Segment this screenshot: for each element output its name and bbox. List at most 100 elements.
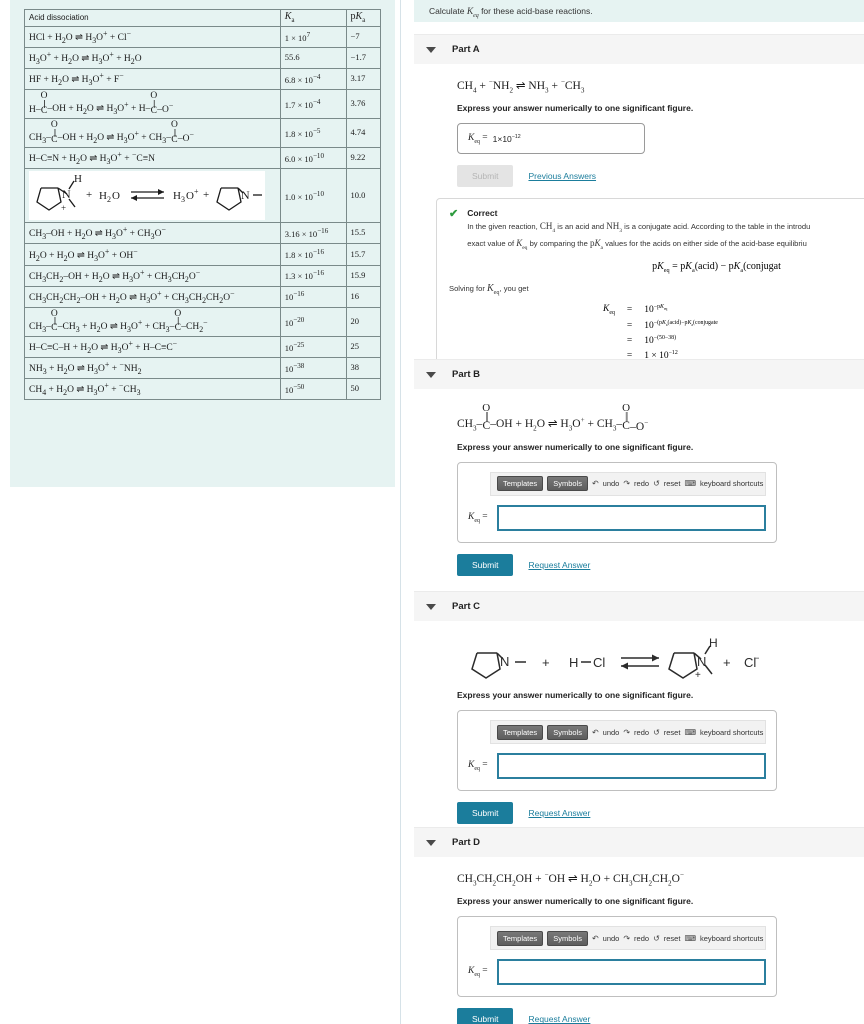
part-a-submit-button[interactable]: Submit [457,165,514,188]
redo-icon[interactable]: ↷ [623,479,631,488]
part-c-request-answer-link[interactable]: Request Answer [528,808,591,818]
part-d-answer-input[interactable] [496,959,766,986]
part-a-keq-label: Keq = [468,132,488,145]
templates-button[interactable]: Templates [497,476,544,491]
reset-icon[interactable]: ↺ [653,727,660,737]
part-b-body: CH3– O || C –OH + H2O ⇌ H3O+ + CH3– O || C –… [414,389,864,576]
reset-label[interactable]: reset [663,933,681,943]
cell-pka: 10.0 [345,168,382,224]
part-b-submit-button[interactable]: Submit [457,553,514,576]
derivation-equals: = [626,350,633,361]
keyboard-shortcuts-label[interactable]: keyboard shortcuts [700,479,764,488]
redo-label[interactable]: redo [634,479,650,488]
cell-ka: 10−25 [279,335,347,358]
structure-svg: N H + + H 2 O [36,173,262,213]
part-c-answer-input[interactable] [496,753,766,779]
cell-ka: 1.8 × 10−5 [279,118,347,149]
part-c-body: N + H Cl [414,621,864,824]
keyboard-shortcuts-label[interactable]: keyboard shortcuts [700,727,764,737]
cell-reaction: H– O || C –OH + H2O ⇌ H3O+ + H– O || C –O− [24,89,281,120]
feedback-header: ✔ Correct In the given reaction, CH4 is … [449,208,864,252]
redo-icon[interactable]: ↷ [623,727,631,737]
cell-reaction: H–C≡C–H + H2O ⇌ H3O+ + H–C≡C− [24,335,281,358]
chevron-down-icon[interactable] [426,371,436,378]
cell-reaction: HF + H2O ⇌ H3O+ + F− [24,68,281,91]
undo-label[interactable]: undo [602,933,620,943]
part-d-header[interactable]: Part D [414,827,864,857]
cell-reaction: HCl + H2O ⇌ H3O+ + Cl− [24,25,281,48]
feedback-text-1: In the given reaction, [467,222,540,232]
keyboard-icon[interactable]: ⌨ [684,933,696,943]
reset-label[interactable]: reset [663,479,681,488]
derivation-equals: = [626,304,633,315]
reset-icon[interactable]: ↺ [653,479,660,488]
part-d-submit-button[interactable]: Submit [457,1008,514,1024]
svg-text:+: + [542,655,550,670]
panel-divider [400,0,401,1024]
svg-text:H: H [99,190,107,202]
part-d-label: Part D [452,837,480,848]
part-d-math-widget[interactable]: Templates Symbols ↶ undo ↷ redo ↺ reset … [457,916,777,998]
undo-icon[interactable]: ↶ [591,933,599,943]
chevron-down-icon[interactable] [426,603,436,610]
feedback-derivation: Keq = 10−pKeq = 10−(pKa(acid)−pKa(conjug… [449,302,864,363]
redo-icon[interactable]: ↷ [623,933,631,943]
part-a-instruction: Express your answer numerically to one s… [457,103,694,114]
part-c-keq-label: Keq = [468,760,488,772]
part-b-answer-input[interactable] [496,504,766,531]
svg-text:+: + [695,670,701,681]
part-a-previous-answers-link[interactable]: Previous Answers [528,171,597,182]
redo-label[interactable]: redo [634,933,650,943]
undo-icon[interactable]: ↶ [591,479,599,488]
table-row: CH4 + H2O ⇌ H3O+ + −CH3 10−50 50 [24,378,382,401]
solving-text-b: , you get [499,284,529,294]
part-b-header[interactable]: Part B [414,359,864,389]
part-a-header[interactable]: Part A [414,34,864,64]
keyboard-icon[interactable]: ⌨ [684,479,696,488]
keyboard-icon[interactable]: ⌨ [684,727,696,737]
table-row: NH3 + H2O ⇌ H3O+ + −NH2 10−38 38 [24,356,382,380]
cell-pka: 4.74 [345,118,382,149]
part-b-request-answer-link[interactable]: Request Answer [528,559,591,570]
part-c-math-widget[interactable]: Templates Symbols ↶ undo ↷ redo ↺ reset … [457,710,777,791]
symbols-button[interactable]: Symbols [547,476,588,491]
table-row: CH3CH2–OH + H2O ⇌ H3O+ + CH3CH2O− 1.3 × … [24,264,382,287]
part-c-submit-button[interactable]: Submit [457,802,514,824]
part-d-request-answer-link[interactable]: Request Answer [528,1014,591,1024]
derivation-row: Keq = 10−pKeq [599,302,722,318]
part-b-keq-label: Keq = [468,511,488,524]
cell-ka: 1 × 107 [279,25,347,48]
intro-text-before: Calculate [429,6,467,16]
intro-banner: Calculate Keq for these acid-base reacti… [414,0,864,22]
part-c-label: Part C [452,601,480,612]
symbols-button[interactable]: Symbols [547,724,588,740]
part-c-instruction: Express your answer numerically to one s… [457,690,694,700]
reset-label[interactable]: reset [663,727,681,737]
symbols-button[interactable]: Symbols [547,930,588,946]
part-d-keq-label: Keq = [468,966,488,979]
chevron-down-icon[interactable] [426,46,436,53]
feedback-text-6: values for the acids on either side of t… [602,239,807,249]
part-c-header[interactable]: Part C [414,591,864,621]
chevron-down-icon[interactable] [426,839,436,846]
cell-reaction: CH3CH2–OH + H2O ⇌ H3O+ + CH3CH2O− [24,264,281,287]
part-b-math-toolbar: Templates Symbols ↶ undo ↷ redo ↺ reset … [490,471,766,496]
keyboard-shortcuts-label[interactable]: keyboard shortcuts [700,933,764,943]
undo-icon[interactable]: ↶ [591,727,599,737]
part-a-answer-field[interactable]: Keq = 1×10−12 [457,123,645,155]
derivation-rhs: 10−(pKa(acid)−pKa(conjugate [644,319,718,332]
templates-button[interactable]: Templates [497,930,544,946]
redo-label[interactable]: redo [634,727,650,737]
part-c-structure-svg: N + H Cl [471,636,760,681]
templates-button[interactable]: Templates [497,724,544,740]
cell-reaction: H2O + H2O ⇌ H3O+ + OH− [24,243,281,266]
intro-text-after: for these acid-base reactions. [478,6,593,16]
feedback-text-5: by comparing the [527,239,590,249]
svg-text:+: + [86,189,92,201]
undo-label[interactable]: undo [602,479,620,488]
part-c-section: Part C N + H Cl [414,591,864,824]
part-b-math-widget[interactable]: Templates Symbols ↶ undo ↷ redo ↺ reset … [457,461,777,543]
reset-icon[interactable]: ↺ [653,933,660,943]
undo-label[interactable]: undo [602,727,620,737]
